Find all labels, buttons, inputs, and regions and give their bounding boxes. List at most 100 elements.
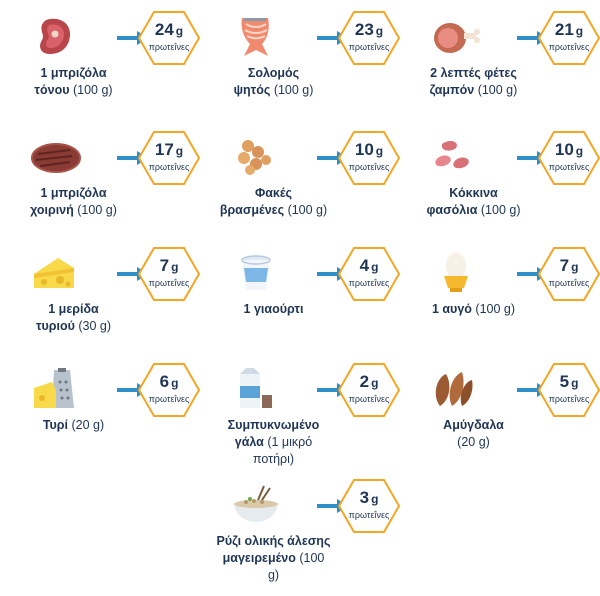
food-label: Αμύγδαλα (20 g) (416, 417, 531, 451)
food-label: 1 αυγό (100 g) (416, 301, 531, 318)
food-name: 2 λεπτές φέτες (430, 66, 517, 80)
protein-value: 2 (359, 372, 370, 391)
food-name: 1 μπριζόλα (40, 66, 107, 80)
food-name: 1 γιαούρτι (243, 302, 304, 316)
food-name: Κόκκινα (449, 186, 498, 200)
protein-hexagon: 3 g πρωτεΐνες (337, 478, 401, 534)
milk-icon (228, 368, 284, 410)
protein-hexagon: 10 g πρωτεΐνες (337, 130, 401, 186)
protein-unit: g (175, 24, 184, 38)
protein-hexagon: 4 g πρωτεΐνες (337, 246, 401, 302)
protein-value: 5 (559, 372, 570, 391)
food-item: 1 μερίδα τυριού (30 g) 7 g πρωτεΐνες (16, 246, 216, 364)
protein-hexagon: 24 g πρωτεΐνες (137, 10, 201, 66)
protein-value: 23 (354, 20, 374, 39)
food-amount: (20 g) (457, 435, 490, 449)
food-name-line2: ζαμπόν (429, 83, 475, 97)
food-amount: (100 g) (474, 83, 518, 97)
protein-word: πρωτεΐνες (348, 42, 390, 52)
food-amount: (100 g) (69, 83, 113, 97)
food-amount: (1 μικρό ποτήρι) (252, 435, 313, 466)
protein-unit: g (171, 376, 179, 390)
protein-unit: g (171, 260, 179, 274)
almonds-icon (428, 368, 484, 410)
food-label: 2 λεπτές φέτες ζαμπόν (100 g) (416, 65, 531, 99)
salmon-icon (228, 16, 284, 58)
grated-cheese-icon (28, 368, 84, 410)
protein-word: πρωτεΐνες (348, 510, 390, 520)
egg-icon (428, 252, 484, 294)
protein-value: 7 (159, 256, 170, 275)
protein-unit: g (575, 144, 584, 158)
food-name: 1 μπριζόλα (40, 186, 107, 200)
protein-unit: g (371, 492, 379, 506)
protein-hexagon: 21 g πρωτεΐνες (537, 10, 600, 66)
food-item: 2 λεπτές φέτες ζαμπόν (100 g) 21 g πρωτεΐνες (416, 10, 600, 128)
rice-bowl-icon (228, 484, 284, 526)
food-name-line2: μαγειρεμένο (222, 551, 296, 565)
protein-hexagon: 7 g πρωτεΐνες (137, 246, 201, 302)
food-label: Ρύζι ολικής άλεσης μαγειρεμένο (100 g) (216, 533, 331, 584)
food-name: Τυρί (42, 418, 69, 432)
food-label: Κόκκινα φασόλια (100 g) (416, 185, 531, 219)
protein-word: πρωτεΐνες (148, 42, 190, 52)
protein-unit: g (371, 376, 379, 390)
food-amount: (100 g) (270, 83, 314, 97)
food-name: Ρύζι ολικής άλεσης (216, 534, 331, 548)
food-item: 1 αυγό (100 g) 7 g πρωτεΐνες (416, 246, 600, 364)
food-label: Τυρί (20 g) (16, 417, 131, 434)
protein-word: πρωτεΐνες (348, 394, 390, 404)
protein-word: πρωτεΐνες (148, 278, 190, 288)
protein-unit: g (571, 260, 579, 274)
food-item: 1 μπριζόλα τόνου (100 g) 24 g πρωτεΐνες (16, 10, 216, 128)
food-name: Συμπυκνωμένο (227, 418, 320, 432)
food-amount: (100 g) (284, 203, 328, 217)
food-label: Συμπυκνωμένο γάλα (1 μικρό ποτήρι) (216, 417, 331, 468)
food-name: Αμύγδαλα (443, 418, 504, 432)
protein-hexagon: 10 g πρωτεΐνες (537, 130, 600, 186)
food-label: Σολομός ψητός (100 g) (216, 65, 331, 99)
food-name-line2: τυριού (35, 319, 75, 333)
food-item: 1 μπριζόλα χοιρινή (100 g) 17 g πρωτεΐνες (16, 130, 216, 248)
food-item: Αμύγδαλα (20 g) 5 g πρωτεΐνες (416, 362, 600, 480)
protein-word: πρωτεΐνες (348, 278, 390, 288)
protein-unit: g (371, 260, 379, 274)
protein-unit: g (375, 144, 384, 158)
food-item: Συμπυκνωμένο γάλα (1 μικρό ποτήρι) 2 g πρωτε… (216, 362, 416, 480)
protein-value: 17 (154, 140, 174, 159)
food-amount: (20 g) (68, 418, 105, 432)
food-name: Σολομός (247, 66, 300, 80)
protein-hexagon: 7 g πρωτεΐνες (537, 246, 600, 302)
protein-word: πρωτεΐνες (548, 162, 590, 172)
protein-hexagon: 17 g πρωτεΐνες (137, 130, 201, 186)
pork-chop-icon (28, 136, 84, 178)
protein-value: 7 (559, 256, 570, 275)
food-name-line2: γάλα (234, 435, 264, 449)
protein-value: 10 (554, 140, 574, 159)
ham-icon (428, 16, 484, 58)
protein-value: 21 (554, 20, 574, 39)
protein-value: 4 (359, 256, 370, 275)
food-name: 1 αυγό (431, 302, 472, 316)
protein-unit: g (375, 24, 384, 38)
protein-hexagon: 23 g πρωτεΐνες (337, 10, 401, 66)
protein-value: 24 (154, 20, 174, 39)
food-label: 1 μπριζόλα χοιρινή (100 g) (16, 185, 131, 219)
food-amount: (100 g) (73, 203, 117, 217)
protein-unit: g (571, 376, 579, 390)
food-name-line2: βρασμένες (219, 203, 285, 217)
food-amount: (100 g) (471, 302, 516, 316)
protein-hexagon: 6 g πρωτεΐνες (137, 362, 201, 418)
protein-value: 10 (354, 140, 374, 159)
food-amount: (100 g) (477, 203, 521, 217)
food-name-line2: ψητός (233, 83, 271, 97)
protein-hexagon: 5 g πρωτεΐνες (537, 362, 600, 418)
protein-unit: g (575, 24, 584, 38)
food-name: Φακές (254, 186, 293, 200)
protein-word: πρωτεΐνες (548, 42, 590, 52)
protein-unit: g (175, 144, 184, 158)
food-item: Ρύζι ολικής άλεσης μαγειρεμένο (100 g) 3 g π… (216, 478, 416, 596)
food-item: Σολομός ψητός (100 g) 23 g πρωτεΐνες (216, 10, 416, 128)
food-item: 1 γιαούρτι 4 g πρωτεΐνες (216, 246, 416, 364)
protein-value: 3 (359, 488, 370, 507)
